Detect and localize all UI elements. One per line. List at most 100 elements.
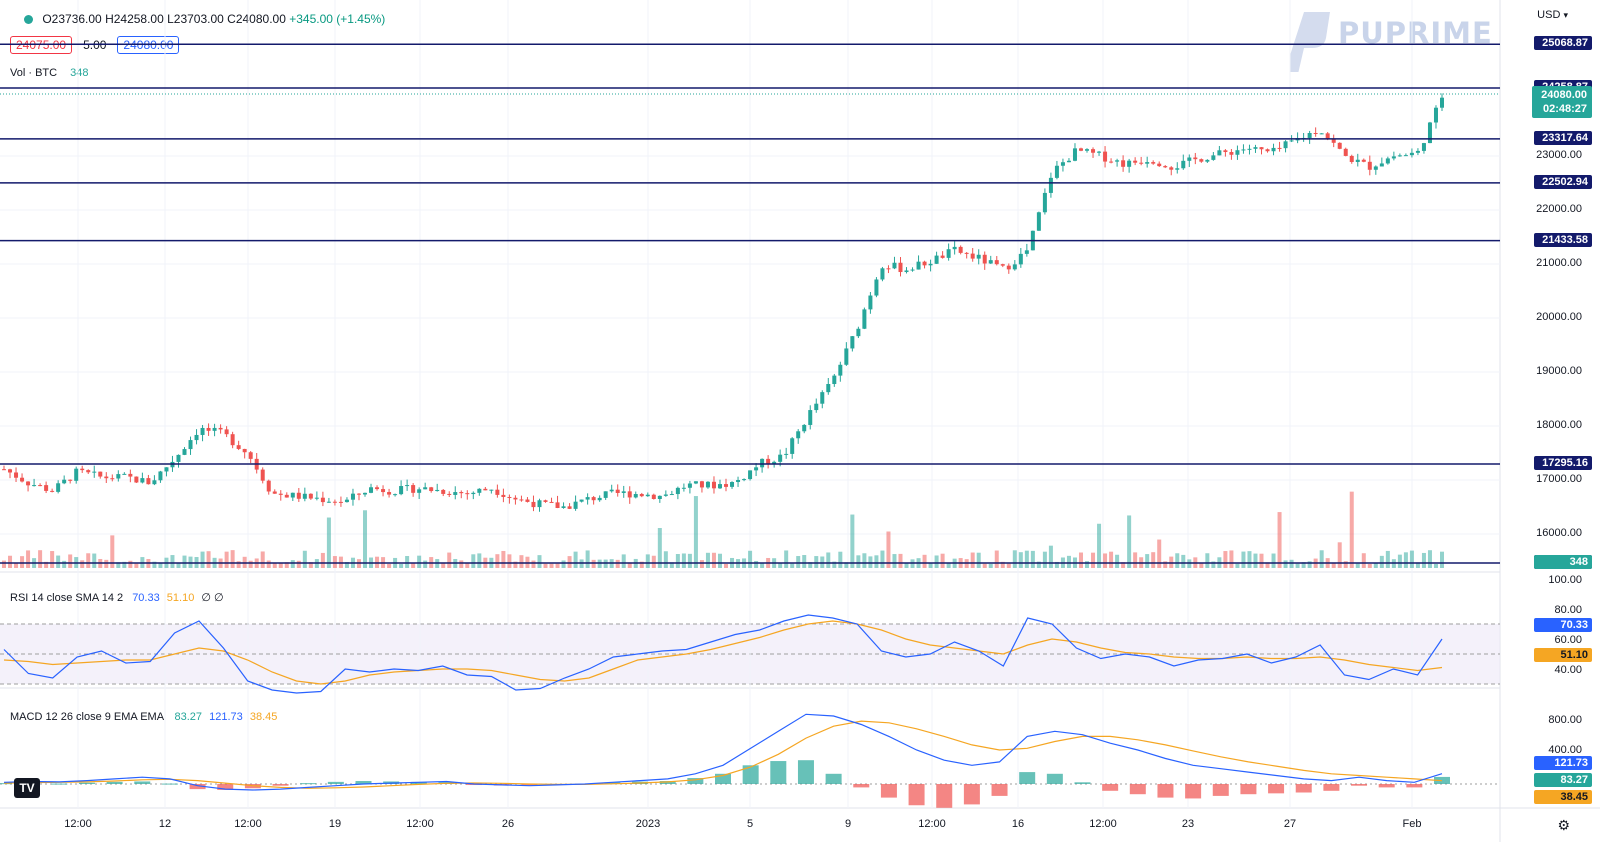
candle-body [296, 492, 301, 499]
currency-selector[interactable]: USD ▾ [1537, 9, 1568, 21]
candle-body [435, 489, 440, 492]
candle-body [1223, 150, 1228, 153]
volume-bar [1048, 545, 1053, 568]
candle-body [1187, 157, 1192, 161]
volume-bar [2, 560, 6, 568]
candle-body [1397, 155, 1402, 157]
candle-body [387, 492, 392, 495]
candle-body [1145, 162, 1150, 164]
volume-bar [1259, 553, 1264, 568]
candle-body [1018, 253, 1023, 265]
candle-body [838, 364, 843, 376]
candle-body [1193, 157, 1198, 160]
candle-body [308, 493, 313, 499]
macd-histogram-bar [161, 783, 178, 785]
volume-bar [760, 563, 765, 568]
volume-bar [928, 562, 933, 568]
volume-bar [585, 550, 590, 568]
volume-bar [1223, 551, 1228, 568]
volume-bar [1271, 553, 1276, 568]
volume-bar [663, 551, 668, 568]
candle-body [122, 473, 127, 475]
macd-histogram-bar [189, 784, 206, 790]
candle-body [320, 497, 325, 503]
candle-body [453, 492, 458, 495]
candle-body [284, 494, 289, 498]
candle-body [772, 461, 777, 465]
candle-body [176, 454, 181, 462]
candle-body [988, 260, 993, 264]
volume-bar [1367, 563, 1372, 568]
candle-body [1205, 159, 1210, 162]
candle-body [826, 384, 831, 393]
candle-body [1361, 159, 1366, 162]
volume-bar [724, 563, 729, 568]
volume-bar [1319, 550, 1324, 568]
macd-histogram-bar [825, 773, 842, 784]
macd-line [3, 713, 1443, 791]
candle-body [1277, 147, 1282, 149]
volume-bar [1247, 551, 1252, 568]
macd-histogram-bar [1323, 784, 1340, 791]
volume-bar [856, 555, 861, 568]
macd-tick-800: 800.00 [1548, 714, 1582, 726]
volume-bar [206, 551, 211, 568]
candle-body [465, 493, 470, 495]
macd-histogram-bar [742, 765, 759, 784]
volume-bar [332, 556, 337, 568]
macd-histogram-bar [1185, 784, 1202, 799]
candle-body [657, 495, 662, 499]
candle-body [266, 480, 271, 492]
candle-body [874, 279, 879, 296]
candle-body [856, 328, 861, 337]
volume-bar [862, 553, 867, 568]
time-tick-label: 12:00 [1089, 818, 1117, 830]
volume-bar [411, 563, 416, 568]
volume-bar [681, 553, 686, 568]
volume-bar [1379, 555, 1384, 568]
volume-bar [591, 559, 596, 568]
candle-body [1085, 149, 1090, 151]
volume-bar [934, 555, 939, 568]
volume-bar [1421, 552, 1426, 568]
candle-body [898, 262, 903, 273]
volume-bar [1042, 551, 1047, 568]
volume-bar [621, 554, 626, 568]
volume-bar [158, 562, 163, 568]
candle-body [1331, 138, 1336, 143]
volume-bar [940, 553, 945, 568]
volume-bar [874, 555, 879, 568]
candle-body [1121, 160, 1126, 167]
volume-bar [1121, 562, 1126, 568]
rsi-legend: RSI 14 close SMA 14 2 70.33 51.10 ∅ ∅ [10, 591, 224, 604]
candle-body [724, 484, 729, 487]
candle-body [687, 483, 692, 488]
candle-body [302, 493, 307, 499]
candle-body [1313, 133, 1318, 135]
volume-bar [1415, 562, 1420, 568]
volume-bar [717, 553, 722, 568]
candle-body [1181, 160, 1186, 169]
volume-bar [26, 550, 31, 568]
volume-bar [423, 560, 428, 568]
volume-bar [1361, 553, 1366, 568]
price-tick-label: 23000.00 [1536, 149, 1582, 161]
volume-bar [537, 555, 542, 568]
level-price-tag: 21433.58 [1534, 232, 1592, 247]
volume-bar [272, 563, 277, 568]
macd-histogram-bar [963, 784, 980, 805]
settings-gear-icon[interactable]: ⚙ [1557, 817, 1570, 833]
candle-body [748, 470, 753, 480]
ohlc-values: O23736.00 H24258.00 L23703.00 C24080.00 [42, 12, 286, 26]
level-price-tag: 22502.94 [1534, 174, 1592, 189]
volume-bar [838, 551, 843, 568]
candle-body [1175, 168, 1180, 170]
candle-body [230, 434, 235, 446]
candle-body [8, 469, 13, 473]
candle-body [1235, 150, 1240, 155]
candle-body [1385, 158, 1390, 164]
candle-body [1211, 155, 1216, 160]
volume-bar [344, 562, 349, 568]
volume-bar [182, 555, 187, 568]
